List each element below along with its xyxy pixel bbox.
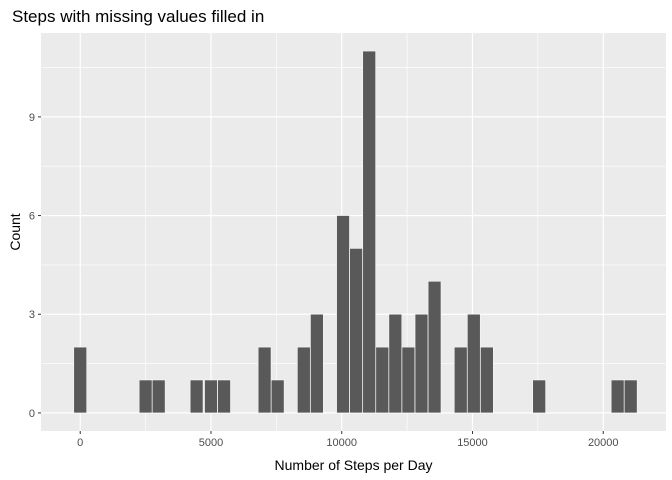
histogram-bar: [310, 313, 324, 414]
histogram-bar: [297, 346, 311, 414]
histogram-bar: [271, 379, 285, 414]
histogram-bar: [480, 346, 494, 414]
y-axis-title: Count: [7, 213, 23, 250]
histogram-bar: [138, 379, 153, 414]
histogram-bar: [610, 379, 625, 414]
bars: [73, 50, 638, 414]
histogram-bar: [336, 215, 350, 414]
chart-title: Steps with missing values filled in: [12, 7, 264, 26]
y-tick-label: 9: [29, 112, 35, 124]
histogram-bar: [73, 346, 87, 414]
y-tick-label: 0: [29, 408, 35, 420]
x-tick-label: 20000: [588, 437, 619, 449]
y-tick-label: 3: [29, 309, 35, 321]
histogram-bar: [257, 346, 272, 414]
histogram-bar: [189, 379, 204, 414]
histogram-bar: [414, 313, 429, 414]
y-axis-ticks: 0 3 6 9: [29, 112, 41, 420]
histogram-bar: [467, 313, 481, 414]
x-axis-ticks: 0 5000 10000 15000 20000: [77, 431, 619, 449]
histogram-bar: [401, 346, 416, 414]
histogram-bar: [427, 281, 442, 414]
histogram-bar: [454, 346, 468, 414]
x-tick-label: 10000: [326, 437, 357, 449]
histogram-bar: [362, 50, 376, 414]
histogram-bar: [217, 379, 231, 414]
x-tick-label: 15000: [457, 437, 488, 449]
histogram-bar: [388, 313, 402, 414]
x-tick-label: 5000: [199, 437, 223, 449]
histogram-bar: [375, 346, 389, 414]
histogram-bar: [204, 379, 218, 414]
y-tick-label: 6: [29, 211, 35, 223]
histogram-bar: [349, 248, 363, 414]
histogram-bar: [624, 379, 638, 414]
x-axis-title: Number of Steps per Day: [275, 457, 433, 473]
histogram-bar: [152, 379, 166, 414]
histogram-bar: [532, 379, 546, 414]
x-tick-label: 0: [77, 437, 83, 449]
